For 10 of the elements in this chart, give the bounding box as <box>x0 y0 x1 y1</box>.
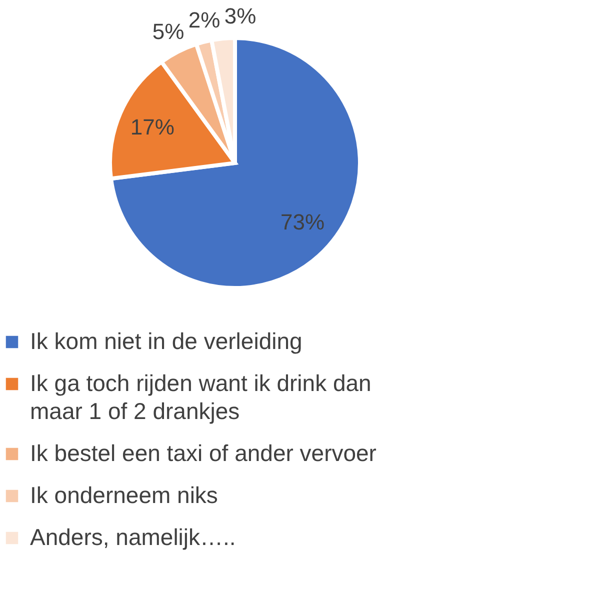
legend-label: Ik kom niet in de verleiding <box>30 328 302 354</box>
data-label: 73% <box>280 210 325 235</box>
legend-label: Ik bestel een taxi of ander vervoer <box>30 440 377 466</box>
legend-label: Ik onderneem niks <box>30 482 218 508</box>
data-label: 2% <box>188 8 220 33</box>
legend-label: Anders, namelijk….. <box>30 524 236 550</box>
data-label: 5% <box>152 19 184 44</box>
data-label: 17% <box>130 114 174 140</box>
legend-label: Ik ga toch rijden want ik drink dan maar 1 of 2 drankjes <box>30 370 372 424</box>
data-label: 3% <box>224 4 256 29</box>
